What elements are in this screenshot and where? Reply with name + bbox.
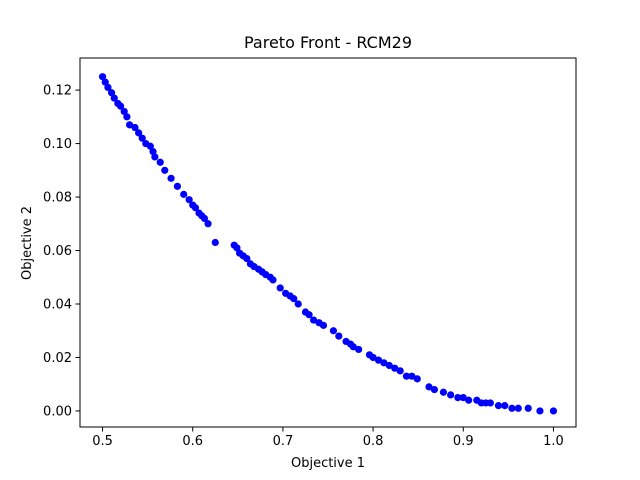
data-point: [98, 73, 107, 81]
data-point: [191, 204, 200, 212]
x-tick-label: 0.8: [363, 434, 384, 449]
data-point: [524, 404, 532, 412]
data-point: [355, 345, 363, 354]
data-point: [156, 158, 164, 166]
data-point: [101, 78, 109, 86]
data-point: [454, 393, 462, 402]
data-point: [200, 214, 209, 223]
data-point: [402, 372, 411, 380]
data-point: [104, 83, 112, 92]
y-tick-label: 0.00: [43, 404, 72, 419]
data-point: [439, 388, 448, 396]
data-points: [98, 73, 558, 415]
data-point: [126, 121, 134, 129]
axes-frame: [79, 57, 577, 428]
data-point: [396, 367, 404, 375]
data-point: [380, 359, 388, 367]
y-tick-label: 0.12: [43, 84, 72, 99]
data-point: [294, 300, 302, 308]
data-point: [131, 123, 139, 132]
y-tick-label: 0.08: [43, 191, 72, 206]
data-point: [447, 391, 455, 399]
data-point: [146, 142, 154, 150]
data-point: [243, 254, 251, 263]
x-tick-label: 0.9: [453, 434, 474, 449]
data-point: [349, 343, 357, 351]
data-point: [305, 311, 313, 319]
y-tick-label: 0.04: [43, 298, 72, 313]
data-point: [501, 402, 509, 410]
data-point: [465, 396, 473, 404]
chart-title: Pareto Front - RCM29: [244, 33, 412, 52]
y-axis-label: Objective 2: [20, 206, 35, 280]
data-point: [494, 402, 503, 410]
data-point: [329, 327, 338, 335]
data-point: [123, 113, 131, 121]
data-point: [413, 375, 421, 383]
data-point: [204, 220, 212, 228]
data-point: [269, 276, 277, 284]
x-tick-label: 0.5: [92, 434, 113, 449]
data-point: [233, 244, 241, 252]
x-axis-label: Objective 1: [291, 456, 365, 471]
x-tick-label: 0.6: [182, 434, 203, 449]
data-point: [536, 407, 544, 415]
data-point: [135, 129, 143, 137]
data-point: [309, 316, 318, 324]
data-point: [514, 404, 522, 412]
x-tick-label: 1.0: [543, 434, 564, 449]
data-point: [138, 134, 146, 142]
data-point: [120, 107, 128, 116]
plot-area: 0.5 0.6 0.7 0.8 0.9 1.0 0.00 0.02 0.04 0.06 0.08 0.…: [43, 57, 577, 449]
data-point: [408, 372, 416, 380]
data-point: [276, 284, 284, 292]
data-point: [385, 361, 393, 370]
data-point: [151, 153, 159, 161]
x-tick-label: 0.7: [273, 434, 294, 449]
data-point: [161, 166, 169, 174]
data-point: [374, 356, 383, 364]
data-point: [185, 196, 193, 204]
data-point: [290, 295, 298, 303]
data-point: [173, 182, 181, 190]
data-point: [211, 238, 219, 247]
data-point: [508, 404, 516, 412]
data-point: [167, 174, 175, 182]
y-tick-label: 0.02: [43, 351, 72, 366]
data-point: [319, 321, 328, 329]
data-point: [107, 89, 116, 97]
data-point: [116, 102, 125, 110]
data-point: [180, 190, 188, 198]
data-point: [369, 353, 377, 362]
data-point: [430, 385, 439, 394]
data-point: [391, 364, 399, 372]
y-tick-label: 0.10: [43, 137, 72, 152]
data-point: [335, 332, 343, 340]
y-tick-label: 0.06: [43, 244, 72, 259]
data-point: [425, 383, 433, 391]
data-point: [549, 407, 558, 415]
data-point: [110, 94, 118, 102]
data-point: [459, 393, 467, 402]
data-point: [486, 399, 494, 407]
